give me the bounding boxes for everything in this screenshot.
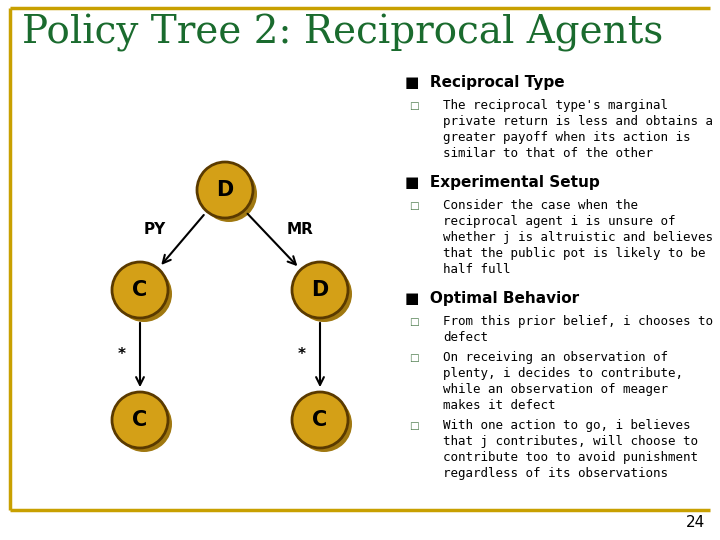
Text: From this prior belief, i chooses to: From this prior belief, i chooses to [443,315,713,328]
Circle shape [112,392,168,448]
Text: □: □ [409,317,419,327]
Text: *: * [118,348,126,362]
Circle shape [112,262,168,318]
Text: □: □ [409,353,419,363]
Circle shape [296,396,352,452]
Circle shape [116,266,172,322]
Circle shape [292,392,348,448]
Text: C: C [132,410,148,430]
Text: D: D [217,180,233,200]
Text: greater payoff when its action is: greater payoff when its action is [443,131,690,144]
Text: □: □ [409,201,419,211]
Text: defect: defect [443,331,488,344]
Circle shape [197,162,253,218]
Text: ■  Reciprocal Type: ■ Reciprocal Type [405,75,564,90]
Text: *: * [298,348,306,362]
Text: similar to that of the other: similar to that of the other [443,147,653,160]
Text: □: □ [409,101,419,111]
Text: half full: half full [443,263,510,276]
Circle shape [201,166,257,222]
Text: ■  Optimal Behavior: ■ Optimal Behavior [405,291,579,306]
Text: C: C [312,410,328,430]
Text: On receiving an observation of: On receiving an observation of [443,351,668,364]
Text: plenty, i decides to contribute,: plenty, i decides to contribute, [443,367,683,380]
Text: whether j is altruistic and believes: whether j is altruistic and believes [443,231,713,244]
Text: ■  Experimental Setup: ■ Experimental Setup [405,175,600,190]
Text: With one action to go, i believes: With one action to go, i believes [443,419,690,432]
Text: D: D [311,280,328,300]
Text: that the public pot is likely to be: that the public pot is likely to be [443,247,706,260]
Text: makes it defect: makes it defect [443,399,556,412]
Text: MR: MR [287,222,314,238]
Text: Policy Tree 2: Reciprocal Agents: Policy Tree 2: Reciprocal Agents [22,14,663,52]
Circle shape [296,266,352,322]
Text: 24: 24 [685,515,705,530]
Text: that j contributes, will choose to: that j contributes, will choose to [443,435,698,448]
Text: C: C [132,280,148,300]
Text: PY: PY [143,222,166,238]
Text: while an observation of meager: while an observation of meager [443,383,668,396]
Circle shape [116,396,172,452]
Text: The reciprocal type's marginal: The reciprocal type's marginal [443,99,668,112]
Text: contribute too to avoid punishment: contribute too to avoid punishment [443,451,698,464]
Text: □: □ [409,421,419,431]
Text: Consider the case when the: Consider the case when the [443,199,638,212]
Circle shape [292,262,348,318]
Text: private return is less and obtains a: private return is less and obtains a [443,115,713,128]
Text: reciprocal agent i is unsure of: reciprocal agent i is unsure of [443,215,675,228]
Text: regardless of its observations: regardless of its observations [443,467,668,480]
